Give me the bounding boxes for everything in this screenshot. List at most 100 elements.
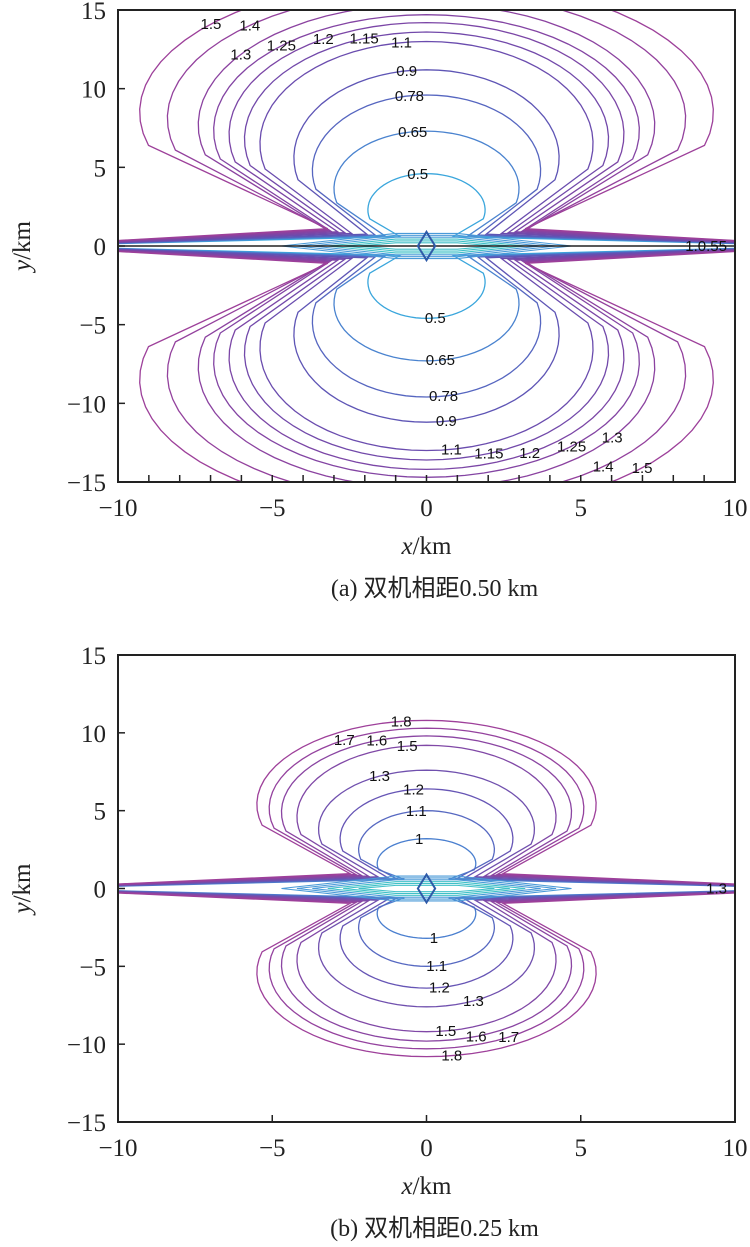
contour-labels-a: 0.5 0.5 0.65 0.65 0.78 0.78 0.9 0.9 1.1 1.1 1.15 1.…: [201, 16, 727, 477]
contour-label: 1.3: [369, 768, 390, 785]
inner-contour: [343, 882, 510, 895]
contour-line-1_1: [118, 810, 735, 887]
y-tick-label: 0: [94, 877, 107, 904]
contour-label: 1.6: [366, 733, 387, 750]
contour-line-0_5: [118, 247, 735, 320]
contour-line-1_2: [118, 249, 735, 471]
contour-label: 1.6: [466, 1028, 487, 1045]
caption-b: (b) 双机相距0.25 km: [330, 1215, 539, 1242]
inner-contour: [296, 877, 557, 900]
contour-label: 1.5: [632, 460, 653, 477]
y-axis-label-a: y/km: [9, 220, 36, 274]
contour-line-1_3: [118, 769, 735, 886]
contour-label: 0.5: [425, 310, 446, 327]
contour-line-1_4: [118, 250, 735, 482]
contour-end-label: 1.3: [706, 881, 727, 898]
x-tick-label: −5: [259, 1135, 286, 1162]
contour-line-1_5: [118, 10, 735, 242]
contour-line-1_2: [118, 21, 735, 243]
contour-label: 1.2: [429, 980, 450, 997]
center-diamond-marker: [416, 872, 437, 905]
contour-line-1_3: [118, 250, 735, 482]
contour-end-label: 1.0.55: [685, 238, 727, 255]
contour-line-1_15: [118, 249, 735, 461]
y-tick-label: 0: [94, 234, 107, 261]
y-tick-label: 15: [81, 0, 106, 25]
contour-line-1_6: [118, 735, 735, 886]
x-tick-label: −5: [259, 495, 286, 522]
contour-labels-b: 1 1 1.1 1.1 1.2 1.2 1.3 1.3 1.5 1.5 1.6 1.6 1.7 1.7 1.…: [334, 713, 727, 1064]
contour-label: 1.2: [313, 31, 334, 48]
contour-label: 1.3: [602, 430, 623, 447]
contour-line-1_5: [118, 891, 735, 1033]
y-tick-label: 5: [94, 155, 107, 182]
contour-label: 0.78: [395, 88, 424, 105]
inner-contour: [358, 884, 495, 893]
contour-line-1_5: [118, 744, 735, 886]
inner-contour: [327, 881, 526, 896]
contour-label: 1.25: [557, 438, 586, 455]
contour-label: 1.4: [239, 17, 260, 34]
x-tick-label: −10: [98, 495, 137, 522]
contour-label: 1.2: [403, 781, 424, 798]
caption-a: (a) 双机相距0.50 km: [331, 575, 539, 602]
y-tick-label: −5: [79, 313, 106, 340]
x-tick-label: 10: [723, 1135, 748, 1162]
contour-label: 0.78: [429, 388, 458, 405]
y-tick-label: −10: [67, 391, 106, 418]
contour-line-0_78: [118, 248, 735, 398]
contour-line-1_25: [118, 14, 735, 243]
contour-line-0_65: [118, 248, 735, 362]
contour-label: 0.9: [436, 413, 457, 430]
x-tick-label: 0: [420, 1135, 433, 1162]
y-tick-label: 10: [81, 77, 106, 104]
inner-contour: [312, 879, 541, 898]
contour-label: 1.1: [406, 803, 427, 820]
x-axis-label-b: x/km: [400, 1173, 452, 1200]
contour-line-1_7: [118, 892, 735, 1050]
contour-line-1_1: [118, 248, 735, 452]
contour-line-1_2: [118, 788, 735, 887]
y-tick-label: −10: [67, 1032, 106, 1059]
contour-label: 1.4: [593, 459, 614, 476]
contour-line-1_2: [118, 890, 735, 989]
contour-line-1: [118, 838, 735, 887]
contour-line-1_8: [118, 892, 735, 1058]
contour-label: 1.7: [334, 732, 355, 749]
x-tick-label: 5: [575, 495, 588, 522]
contour-label: 1.5: [201, 16, 222, 33]
contour-label: 1: [430, 930, 438, 947]
contour-label: 1.1: [391, 35, 412, 52]
contour-line-1_3: [118, 10, 735, 242]
contour-line-1_3: [118, 891, 735, 1008]
contour-lines-a: [118, 10, 735, 482]
y-tick-label: 10: [81, 721, 106, 748]
contour-label: 1.5: [397, 738, 418, 755]
x-tick-label: 0: [420, 495, 433, 522]
y-axis-label-b: y/km: [9, 863, 36, 917]
contour-label: 1.1: [426, 958, 447, 975]
panel-b: 1 1 1.1 1.1 1.2 1.2 1.3 1.3 1.5 1.5 1.6 1.6 1.7 1.7 1.…: [9, 643, 748, 1242]
y-tick-label: 5: [94, 799, 107, 826]
contour-label: 1.8: [441, 1048, 462, 1065]
contour-label: 1.5: [435, 1023, 456, 1040]
contour-label: 0.9: [396, 63, 417, 80]
panel-a: 0.5 0.5 0.65 0.65 0.78 0.78 0.9 0.9 1.1 1.1 1.15 1.…: [9, 0, 748, 602]
x-axis-label-a: x/km: [400, 533, 452, 560]
contour-line-1_4: [118, 10, 735, 242]
contour-line-1_15: [118, 31, 735, 243]
contour-line-0_9: [118, 248, 735, 423]
contour-lines-b: [118, 719, 735, 1058]
center-diamond-marker: [416, 229, 437, 263]
contour-label: 1.3: [463, 993, 484, 1010]
contour-line-1_5: [118, 250, 735, 482]
contour-line-0_78: [118, 94, 735, 244]
inner-contour: [281, 875, 572, 902]
contour-label: 1.2: [519, 445, 540, 462]
contour-label: 1.8: [391, 713, 412, 730]
contour-label: 1.25: [267, 38, 296, 55]
contour-line-1_7: [118, 727, 735, 885]
